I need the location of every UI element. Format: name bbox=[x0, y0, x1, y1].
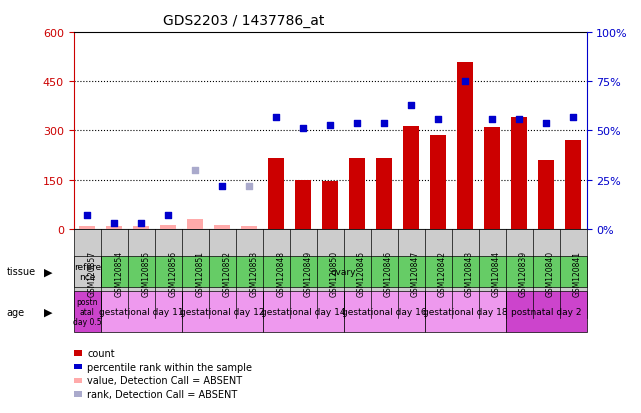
Text: GSM120847: GSM120847 bbox=[411, 251, 420, 297]
Bar bbox=[79, 227, 96, 229]
Point bbox=[217, 183, 228, 189]
Text: GSM120852: GSM120852 bbox=[222, 251, 231, 297]
Point bbox=[325, 122, 335, 128]
Text: ovary: ovary bbox=[331, 267, 356, 276]
Text: ▶: ▶ bbox=[44, 266, 53, 277]
Point bbox=[379, 120, 389, 127]
Text: gestational day 18: gestational day 18 bbox=[423, 307, 508, 316]
Point bbox=[82, 212, 92, 219]
Text: GSM120853: GSM120853 bbox=[249, 251, 258, 297]
Text: GSM120843: GSM120843 bbox=[465, 251, 474, 297]
Text: GSM120856: GSM120856 bbox=[168, 251, 177, 297]
Point bbox=[190, 167, 200, 173]
Text: GSM120851: GSM120851 bbox=[195, 251, 204, 297]
Text: GSM120849: GSM120849 bbox=[303, 251, 312, 297]
Text: postn
atal
day 0.5: postn atal day 0.5 bbox=[73, 297, 101, 327]
Point bbox=[298, 126, 308, 133]
Text: GSM120841: GSM120841 bbox=[573, 251, 582, 297]
Bar bbox=[430, 136, 446, 229]
Bar bbox=[349, 159, 365, 229]
Point bbox=[109, 220, 119, 227]
Text: gestational day 11: gestational day 11 bbox=[99, 307, 183, 316]
Text: refere
nce: refere nce bbox=[74, 262, 101, 281]
Text: tissue: tissue bbox=[6, 266, 35, 277]
Point bbox=[514, 116, 524, 123]
Text: percentile rank within the sample: percentile rank within the sample bbox=[87, 362, 252, 372]
Text: ▶: ▶ bbox=[44, 307, 53, 317]
Bar bbox=[295, 180, 312, 229]
Text: GSM120839: GSM120839 bbox=[519, 251, 528, 297]
Point bbox=[541, 120, 551, 127]
Point bbox=[568, 114, 578, 121]
Text: value, Detection Call = ABSENT: value, Detection Call = ABSENT bbox=[87, 375, 242, 385]
Bar bbox=[403, 126, 419, 229]
Text: GDS2203 / 1437786_at: GDS2203 / 1437786_at bbox=[163, 14, 324, 28]
Text: GSM120857: GSM120857 bbox=[87, 251, 96, 297]
Text: GSM120844: GSM120844 bbox=[492, 251, 501, 297]
Text: GSM120846: GSM120846 bbox=[384, 251, 393, 297]
Bar bbox=[376, 159, 392, 229]
Point bbox=[271, 114, 281, 121]
Text: GSM120850: GSM120850 bbox=[330, 251, 339, 297]
Bar bbox=[214, 226, 230, 229]
Bar bbox=[322, 182, 338, 229]
Point bbox=[136, 220, 146, 227]
Point bbox=[163, 212, 173, 219]
Bar bbox=[241, 227, 257, 229]
Bar bbox=[187, 219, 203, 229]
Text: GSM120842: GSM120842 bbox=[438, 251, 447, 297]
Text: GSM120845: GSM120845 bbox=[357, 251, 366, 297]
Bar bbox=[106, 227, 122, 229]
Point bbox=[406, 102, 416, 109]
Bar bbox=[268, 159, 284, 229]
Point bbox=[352, 120, 362, 127]
Text: GSM120840: GSM120840 bbox=[546, 251, 555, 297]
Text: gestational day 16: gestational day 16 bbox=[342, 307, 426, 316]
Point bbox=[244, 183, 254, 189]
Bar bbox=[511, 118, 527, 229]
Text: rank, Detection Call = ABSENT: rank, Detection Call = ABSENT bbox=[87, 389, 237, 399]
Point bbox=[433, 116, 443, 123]
Point bbox=[460, 79, 470, 85]
Point bbox=[487, 116, 497, 123]
Text: count: count bbox=[87, 348, 115, 358]
Bar bbox=[484, 128, 500, 229]
Bar bbox=[457, 62, 473, 229]
Text: age: age bbox=[6, 307, 24, 317]
Text: gestational day 12: gestational day 12 bbox=[180, 307, 264, 316]
Bar bbox=[565, 141, 581, 229]
Text: GSM120855: GSM120855 bbox=[141, 251, 150, 297]
Text: gestational day 14: gestational day 14 bbox=[261, 307, 345, 316]
Bar bbox=[538, 161, 554, 229]
Text: postnatal day 2: postnatal day 2 bbox=[511, 307, 581, 316]
Text: GSM120854: GSM120854 bbox=[114, 251, 123, 297]
Bar bbox=[133, 227, 149, 229]
Text: GSM120848: GSM120848 bbox=[276, 251, 285, 297]
Bar bbox=[160, 226, 176, 229]
